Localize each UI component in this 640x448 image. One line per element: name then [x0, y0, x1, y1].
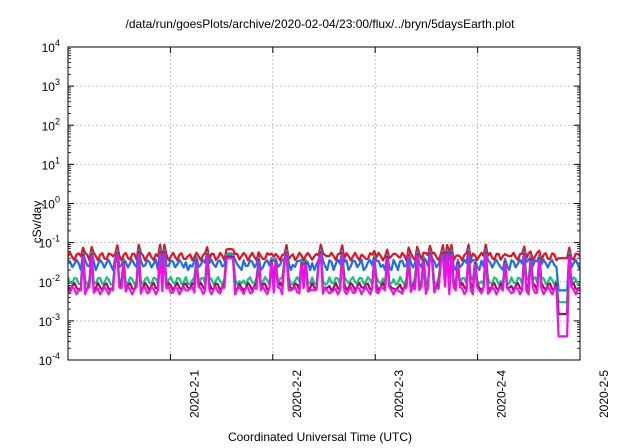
series-line — [68, 243, 580, 262]
series-line — [68, 249, 580, 304]
x-tick-label: 2020-2-1 — [187, 370, 201, 418]
y-tick-label: 101 — [42, 155, 60, 172]
series-line — [68, 248, 580, 292]
y-axis-label: cSv/day — [30, 200, 44, 244]
x-tick-label: 2020-2-2 — [290, 370, 304, 418]
y-tick-label: 102 — [42, 116, 60, 133]
plot-frame — [67, 46, 581, 361]
y-tick-label: 10-2 — [39, 273, 60, 290]
chart-title: /data/run/goesPlots/archive/2020-02-04/2… — [125, 17, 515, 31]
y-tick-label: 10-4 — [39, 351, 60, 368]
x-tick-label: 2020-2-5 — [597, 370, 611, 418]
series-line — [68, 252, 580, 338]
y-tick-label: 10-3 — [39, 312, 60, 329]
x-axis-label: Coordinated Universal Time (UTC) — [227, 430, 413, 444]
y-tick-label: 100 — [42, 195, 60, 212]
x-tick-label: 2020-2-4 — [495, 370, 509, 418]
x-tick-label: 2020-2-3 — [392, 370, 406, 418]
y-tick-label: 10-1 — [39, 234, 60, 251]
y-tick-label: 103 — [42, 77, 60, 94]
y-tick-label: 104 — [42, 38, 60, 55]
